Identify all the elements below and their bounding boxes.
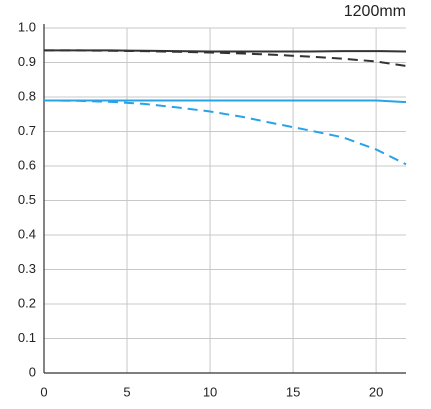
y-tick-label: 0.8 — [18, 88, 36, 103]
y-tick-label: 0.2 — [18, 295, 36, 310]
y-tick-label: 1.0 — [18, 19, 36, 34]
line-series — [44, 49, 407, 67]
y-tick-label: 0.1 — [18, 330, 36, 345]
line-series — [44, 49, 407, 53]
x-tick-label: 20 — [369, 384, 383, 399]
y-tick-label: 0.9 — [18, 54, 36, 69]
line-series — [44, 99, 407, 104]
x-tick-label: 5 — [123, 384, 130, 399]
x-tick-label: 10 — [203, 384, 217, 399]
chart-title: 1200mm — [344, 3, 406, 20]
y-tick-label: 0.6 — [18, 157, 36, 172]
y-tick-label: 0.7 — [18, 123, 36, 138]
y-tick-label: 0 — [29, 364, 36, 379]
x-tick-label: 15 — [286, 384, 300, 399]
line-series — [43, 99, 407, 166]
y-tick-label: 0.3 — [18, 261, 36, 276]
y-tick-label: 0.4 — [18, 226, 36, 241]
y-tick-label: 0.5 — [18, 192, 36, 207]
x-tick-label: 0 — [40, 384, 47, 399]
